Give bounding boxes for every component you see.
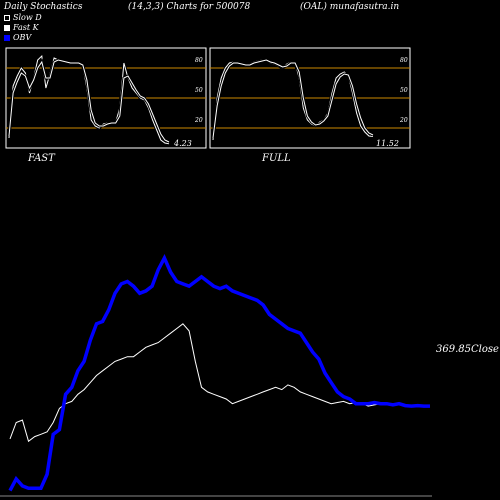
series-line-1-1 [212, 59, 374, 139]
chart-title: Daily Stochastics [4, 2, 83, 12]
tick-label-80: 80 [400, 57, 408, 64]
site-name: (OAL) munafasutra.in [300, 2, 400, 12]
last-value-label: 11.52 [376, 139, 399, 148]
obv-swatch [4, 34, 10, 41]
series-outline-0-1 [7, 58, 170, 144]
tick-label-20: 20 [194, 117, 203, 124]
tick-label-80: 80 [195, 57, 203, 64]
panel-title: FAST [27, 153, 56, 164]
series-obv-line [8, 253, 430, 492]
legend-slow-d: Slow D [4, 13, 42, 22]
fast-k-swatch [4, 24, 10, 31]
close-value-label: 369.85Close [436, 344, 499, 355]
tick-label-50: 50 [400, 87, 408, 94]
legend-slow-d-label: Slow D [13, 13, 42, 22]
series-line-0-1 [8, 59, 170, 143]
legend-obv: OBV [4, 33, 31, 42]
legend-obv-label: OBV [13, 33, 32, 42]
panel-title: FULL [261, 153, 291, 164]
series-outline-1-1 [211, 58, 374, 139]
tick-label-20: 20 [399, 117, 408, 124]
legend-fast-k: Fast K [4, 23, 39, 32]
last-value-label: 4.23 [173, 139, 192, 148]
tick-label-50: 50 [195, 87, 203, 94]
legend-fast-k-label: Fast K [13, 23, 39, 32]
chart-params: (14,3,3) Charts for 500078 [128, 2, 251, 12]
slow-d-swatch [4, 14, 10, 21]
